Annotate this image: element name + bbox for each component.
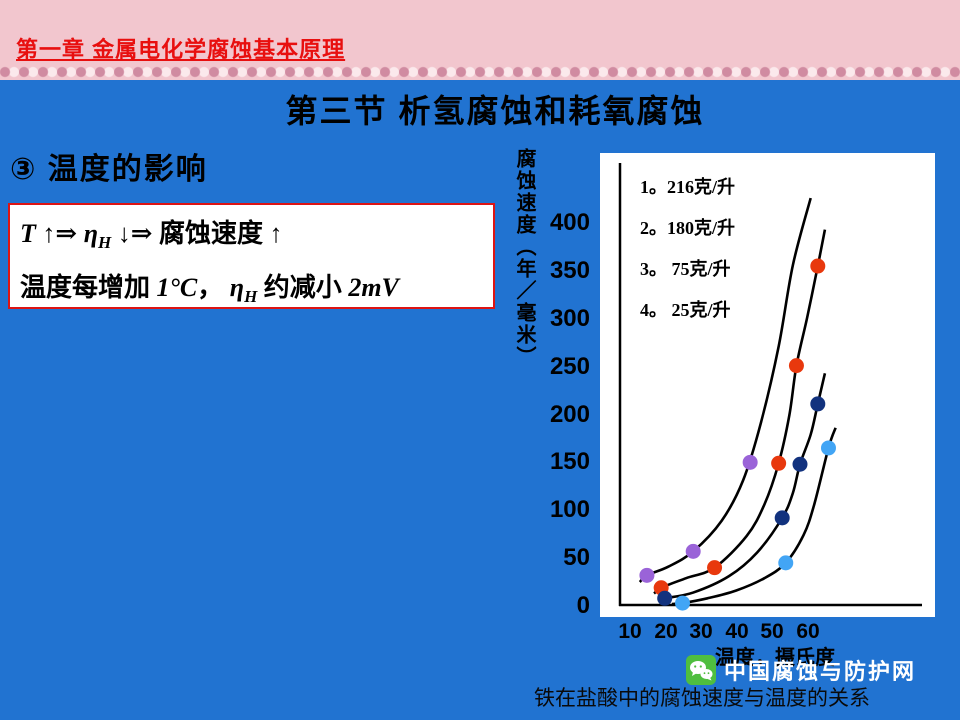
formula-line-2: 温度每增加 1°C， ηH 约减小 2mV — [20, 265, 483, 319]
formula-text-2: 约减小 — [257, 273, 349, 303]
chapter-title: 第一章 金属电化学腐蚀基本原理 — [16, 37, 346, 62]
y-tick-250: 250 — [549, 353, 590, 380]
formula-box: T ↑⇒ ηH ↓⇒ 腐蚀速度 ↑ 温度每增加 1°C， ηH 约减小 2mV — [8, 203, 495, 309]
chart-caption: 铁在盐酸中的腐蚀速度与温度的关系 — [534, 687, 870, 710]
y-tick-300: 300 — [549, 305, 590, 332]
chart-legend: 1。216克/升 2。180克/升 3。 75克/升 4。 25克/升 — [640, 167, 735, 331]
x-tick-40: 40 — [725, 620, 749, 643]
x-tick-10: 10 — [618, 620, 642, 643]
legend-item-1: 1。216克/升 — [640, 177, 736, 197]
eta-symbol-2: η — [229, 273, 245, 303]
two-mv: 2mV — [348, 273, 399, 303]
x-tick-60: 60 — [796, 620, 820, 643]
watermark-label: 中国腐蚀与防护网 — [724, 659, 917, 684]
y-tick-0: 0 — [576, 592, 590, 619]
chart-plot — [618, 163, 922, 611]
subtitle: ③ 温度的影响 — [10, 153, 208, 186]
watermark: 中国腐蚀与防护网 — [686, 654, 916, 686]
formula-corrosion-rate: ↓⇒ 腐蚀速度 — [111, 219, 270, 248]
y-tick-50: 50 — [563, 544, 590, 571]
y-tick-100: 100 — [549, 496, 590, 523]
arrow-up: ↑ — [269, 219, 283, 248]
y-tick-350: 350 — [549, 257, 590, 284]
y-tick-200: 200 — [549, 401, 590, 428]
wechat-icon — [686, 655, 716, 685]
formula-text-1: 温度每增加 — [20, 273, 157, 303]
formula-T: T — [20, 219, 43, 248]
x-tick-30: 30 — [689, 620, 713, 643]
chart-panel: 1。216克/升 2。180克/升 3。 75克/升 4。 25克/升 — [600, 153, 935, 617]
one-degree-c: 1°C — [156, 273, 198, 303]
legend-item-4: 4。 25克/升 — [640, 300, 731, 320]
eta-subscript-2: H — [244, 287, 258, 307]
x-tick-50: 50 — [760, 620, 784, 643]
x-tick-20: 20 — [654, 620, 678, 643]
y-axis-label: 腐蚀速度（年／毫米） — [513, 148, 535, 368]
dots-divider — [0, 64, 960, 80]
y-tick-400: 400 — [549, 209, 590, 236]
comma: ， — [197, 273, 230, 303]
legend-item-2: 2。180克/升 — [640, 218, 736, 238]
legend-item-3: 3。 75克/升 — [640, 259, 731, 279]
eta-symbol: η — [83, 219, 98, 248]
y-tick-150: 150 — [549, 448, 590, 475]
eta-subscript: H — [97, 233, 112, 253]
section-title: 第三节 析氢腐蚀和耗氧腐蚀 — [285, 93, 705, 129]
x-axis-label: 温度，摄氏度 — [715, 647, 835, 669]
formula-line-1: T ↑⇒ ηH ↓⇒ 腐蚀速度 ↑ — [20, 211, 483, 265]
header-bar: 第一章 金属电化学腐蚀基本原理 — [0, 0, 960, 64]
arrow-up-implies: ↑⇒ — [42, 219, 84, 248]
